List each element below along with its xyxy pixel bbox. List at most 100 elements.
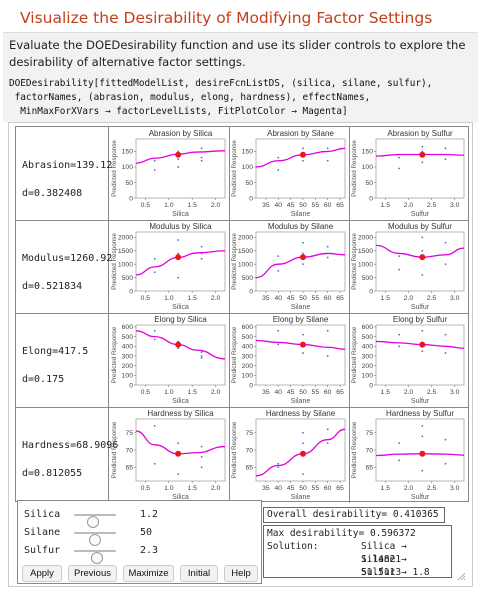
data-point [177,473,180,476]
data-point [200,245,203,248]
plot-title: Modulus by Silane [268,222,334,231]
fit-plot: Abrasion by Silica Silica Predicted Respon… [111,129,226,218]
data-point [421,424,424,427]
x-tick-label: 2.5 [427,295,437,302]
plot-title: Abrasion by Silane [267,129,334,138]
y-tick-label: 0 [249,288,253,295]
resize-grip-icon[interactable] [457,572,466,581]
data-point [153,169,156,171]
x-tick-label: 2.0 [404,202,414,209]
x-tick-label: 1.5 [381,202,391,209]
x-axis-label: Sulfur [411,398,430,405]
maximize-button[interactable]: Maximize [123,565,174,582]
code-line: factorNames, (abrasion, modulus, elong, … [9,91,371,103]
current-setting-point [299,254,306,261]
x-axis-label: Sulfur [411,211,430,218]
x-tick-label: 55 [312,295,320,302]
y-tick-label: 200 [362,363,374,370]
slider-thumb[interactable] [86,516,99,528]
x-axis-label: Silica [172,398,189,405]
data-point [277,329,280,332]
slider-label: Silica [24,509,61,520]
help-button[interactable]: Help [224,565,258,582]
plot-cell: Hardness by Silica Silica Predicted Respon… [109,407,229,503]
x-tick-label: 45 [287,389,295,396]
data-point [153,329,156,332]
x-tick-label: 50 [299,389,307,396]
sulfur-slider[interactable] [74,550,116,564]
y-tick-label: 150 [362,149,374,156]
fit-plot: Hardness by Silane Silane Predicted Respon… [231,409,346,501]
y-tick-label: 70 [365,447,373,454]
response-label-cell: Elong=417.5 d=0.175 [16,313,109,407]
data-point [302,252,304,255]
current-setting-point [175,151,182,158]
x-tick-label: 2.0 [404,389,414,396]
silica-slider[interactable] [74,514,116,528]
x-tick-label: 1.5 [187,295,197,302]
page-title: Visualize the Desirability of Modifying … [20,9,433,27]
plot-grid: Abrasion=139.12 d=0.382408 Abrasion by Sil… [15,126,469,503]
plot-cell: Abrasion by Sulfur Sulfur Predicted Respon… [349,127,468,220]
data-point [153,462,156,465]
initial-button[interactable]: Initial [180,565,218,582]
data-point [444,147,447,150]
y-tick-label: 0 [249,195,253,202]
y-tick-label: 0 [129,382,133,389]
data-point [277,343,280,346]
plot-frame [255,138,346,199]
slider-thumb[interactable] [91,552,104,564]
y-axis-label: Predicted Response [111,233,118,290]
plot-title: Hardness by Silica [147,409,214,418]
silane-slider[interactable] [74,532,116,546]
data-point [177,347,180,350]
desirability-panel: Abrasion=139.12 d=0.382408 Abrasion by Sil… [8,122,473,587]
slider-thumb[interactable] [89,534,101,546]
factor-controls: Silica 1.2 Silane 50 Sulfur 2.3 Apply Pr… [17,500,262,584]
data-point [177,166,180,168]
data-point [421,329,424,332]
response-label-cell: Abrasion=139.12 d=0.382408 [16,127,112,220]
fit-plot: Hardness by Silica Silica Predicted Respon… [111,409,226,501]
x-tick-label: 65 [336,389,344,396]
data-point [177,252,180,255]
description-text: Evaluate the DOEDesirability function an… [9,38,466,69]
y-tick-label: 300 [362,353,374,360]
current-setting-point [175,341,182,348]
data-point [398,459,401,462]
x-tick-label: 1.0 [164,295,174,302]
data-point [398,167,401,170]
current-setting-point [419,151,426,158]
code-input[interactable]: DOEDesirability[fittedModelList, desireF… [9,77,432,118]
plot-frame [255,418,346,482]
y-tick-label: 65 [365,465,373,472]
x-tick-label: 2.0 [211,202,221,209]
data-point [326,355,329,357]
x-tick-label: 2.0 [404,485,414,492]
solution-label: Solution: [267,541,319,552]
data-point [277,269,280,272]
row-divider [16,313,468,314]
y-axis-label: Predicted Response [231,233,238,290]
y-tick-label: 500 [362,334,374,341]
y-tick-label: 0 [369,382,373,389]
previous-button[interactable]: Previous [68,565,117,582]
data-point [200,445,203,448]
response-value: Hardness=68.9096 [22,440,119,451]
y-tick-label: 150 [122,149,134,156]
x-tick-label: 60 [324,485,332,492]
data-point [153,257,156,260]
response-row: Hardness=68.9096 d=0.812055 Hardness by Si… [16,407,468,503]
plot-cell: Elong by Sulfur Sulfur Predicted Response 1… [349,313,468,407]
y-tick-label: 100 [242,373,254,380]
data-point [200,257,203,260]
plot-cell: Modulus by Silane Silane Predicted Respons… [229,220,349,313]
solution-silane: Silane → 51.5113 [361,554,407,578]
x-tick-label: 3.0 [450,389,460,396]
code-line: MinMaxForXVars → factorLevelLists, FitPl… [9,105,348,117]
x-tick-label: 0.5 [141,295,151,302]
apply-button[interactable]: Apply [22,565,62,582]
button-bar: Apply Previous Maximize Initial Help [18,564,261,583]
y-axis-label: Predicted Response [231,140,238,197]
plot-frame [375,324,465,386]
